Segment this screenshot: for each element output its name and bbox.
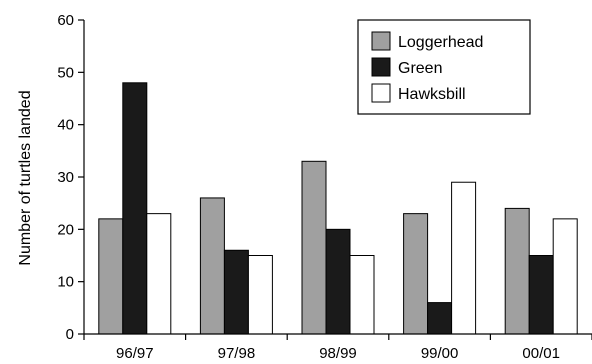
x-axis: 96/97 97/98 98/99 99/00 00/01 [83, 333, 592, 362]
legend-swatch-hawksbill [371, 83, 391, 103]
bar-loggerhead-97-98 [199, 197, 225, 335]
x-tick-label: 98/99 [319, 345, 357, 362]
legend-label-loggerhead: Loggerhead [398, 34, 483, 51]
y-tick-label: 10 [57, 274, 74, 291]
y-tick-label: 20 [57, 221, 74, 238]
y-axis-label: Number of turtles landed [17, 90, 34, 265]
x-tick-label: 00/01 [522, 345, 560, 362]
legend: Loggerhead Green Hawksbill [357, 19, 531, 115]
legend-label-green: Green [398, 60, 442, 77]
bar-hawksbill-00-01 [552, 218, 578, 335]
bar-hawksbill-97-98 [247, 255, 273, 335]
y-tick-label: 50 [57, 64, 74, 81]
y-tick-label: 60 [57, 12, 74, 29]
bar-green-99-00 [427, 302, 453, 335]
y-tick-label: 0 [66, 326, 74, 343]
bars [98, 82, 578, 335]
bar-green-98-99 [325, 228, 351, 335]
bar-loggerhead-98-99 [301, 160, 327, 335]
y-tick-label: 40 [57, 117, 74, 134]
legend-swatch-loggerhead [371, 31, 391, 51]
bar-green-96-97 [122, 82, 148, 335]
bar-hawksbill-98-99 [349, 255, 375, 335]
x-tick-label: 99/00 [421, 345, 459, 362]
x-tick-label: 97/98 [218, 345, 256, 362]
legend-swatch-green [371, 57, 391, 77]
bar-loggerhead-96-97 [98, 218, 124, 335]
bar-loggerhead-00-01 [504, 207, 530, 335]
x-tick-label: 96/97 [116, 345, 154, 362]
bar-hawksbill-99-00 [451, 181, 477, 335]
bar-loggerhead-99-00 [403, 213, 429, 335]
y-axis: 0 10 20 30 40 50 60 [57, 12, 85, 343]
bar-green-97-98 [223, 249, 249, 335]
legend-label-hawksbill: Hawksbill [398, 86, 466, 103]
bar-hawksbill-96-97 [146, 213, 172, 335]
bar-green-00-01 [528, 255, 554, 335]
y-tick-label: 30 [57, 169, 74, 186]
